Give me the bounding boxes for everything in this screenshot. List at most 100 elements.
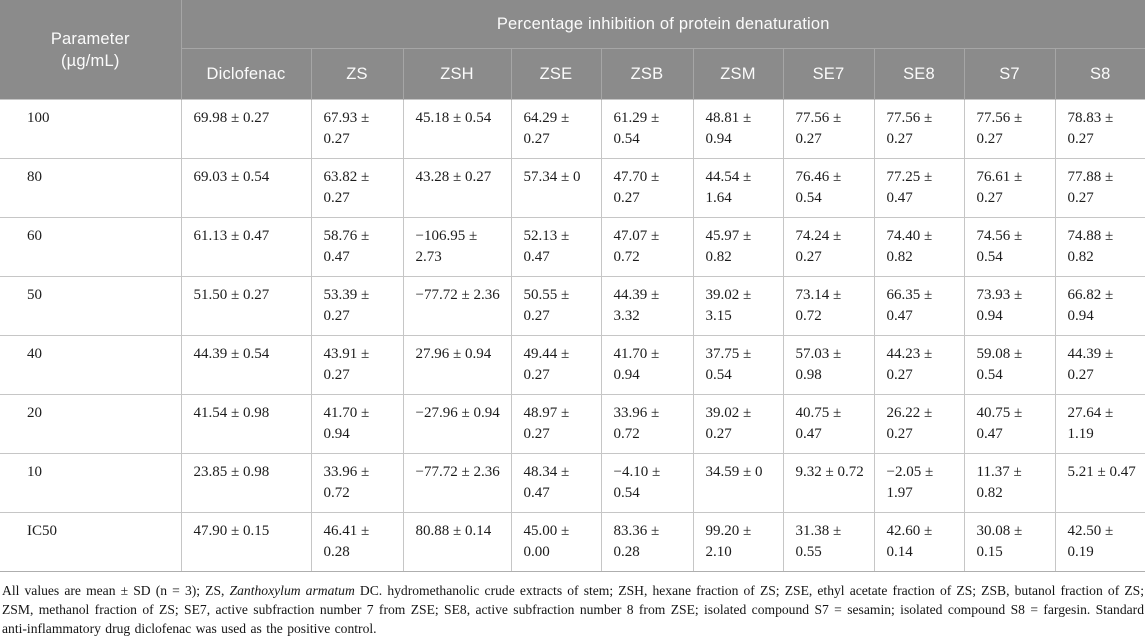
value-cell: −4.10 ± 0.54 (600, 453, 693, 513)
table-row: IC50 47.90 ± 0.15 46.41 ± 0.28 80.88 ± 0.14… (0, 512, 1145, 572)
value-cell: 74.56 ± 0.54 (963, 217, 1055, 277)
value-cell: 41.70 ± 0.94 (600, 335, 693, 395)
table-row: 40 44.39 ± 0.54 43.91 ± 0.27 27.96 ± 0.94 49… (0, 335, 1145, 395)
value-cell: 57.34 ± 0 (510, 158, 601, 218)
value-cell: 83.36 ± 0.28 (600, 512, 693, 572)
value-cell: −2.05 ± 1.97 (873, 453, 964, 513)
value-cell: 44.39 ± 3.32 (600, 276, 693, 336)
column-header-se7: SE7 (782, 48, 874, 100)
value-cell: 42.50 ± 0.19 (1054, 512, 1145, 572)
table-footnote: All values are mean ± SD (n = 3); ZS, Za… (0, 572, 1145, 638)
value-cell: 52.13 ± 0.47 (510, 217, 601, 277)
value-cell: −27.96 ± 0.94 (402, 394, 511, 454)
value-cell: 5.21 ± 0.47 (1054, 453, 1145, 513)
value-cell: 47.70 ± 0.27 (600, 158, 693, 218)
value-cell: 61.29 ± 0.54 (600, 99, 693, 159)
table-row: 60 61.13 ± 0.47 58.76 ± 0.47 −106.95 ± 2.73… (0, 217, 1145, 277)
value-cell: 48.81 ± 0.94 (692, 99, 783, 159)
value-cell: 74.40 ± 0.82 (873, 217, 964, 277)
value-cell: 33.96 ± 0.72 (310, 453, 403, 513)
parameter-header-cell: Parameter (µg/mL) (0, 0, 182, 100)
column-header-diclofenac: Diclofenac (181, 48, 311, 100)
value-cell: 99.20 ± 2.10 (692, 512, 783, 572)
footnote-text-1: All values are mean ± SD (n = 3); ZS, (2, 583, 230, 598)
value-cell: 73.93 ± 0.94 (963, 276, 1055, 336)
row-label: IC50 (0, 512, 181, 572)
value-cell: 77.25 ± 0.47 (873, 158, 964, 218)
value-cell: 27.64 ± 1.19 (1054, 394, 1145, 454)
row-label: 40 (0, 335, 181, 395)
table-row: 80 69.03 ± 0.54 63.82 ± 0.27 43.28 ± 0.27 57… (0, 158, 1145, 218)
value-cell: 77.56 ± 0.27 (873, 99, 964, 159)
value-cell: 50.55 ± 0.27 (510, 276, 601, 336)
value-cell: 74.24 ± 0.27 (782, 217, 874, 277)
column-header-s8: S8 (1054, 48, 1145, 100)
value-cell: 78.83 ± 0.27 (1054, 99, 1145, 159)
value-cell: 30.08 ± 0.15 (963, 512, 1055, 572)
value-cell: 67.93 ± 0.27 (310, 99, 403, 159)
footnote-text-2: DC. hydromethanolic crude extracts of st… (2, 583, 1144, 636)
value-cell: 77.56 ± 0.27 (963, 99, 1055, 159)
value-cell: 43.28 ± 0.27 (402, 158, 511, 218)
value-cell: 48.34 ± 0.47 (510, 453, 601, 513)
value-cell: 40.75 ± 0.47 (782, 394, 874, 454)
value-cell: 64.29 ± 0.27 (510, 99, 601, 159)
value-cell: 77.88 ± 0.27 (1054, 158, 1145, 218)
table-row: 50 51.50 ± 0.27 53.39 ± 0.27 −77.72 ± 2.36 5… (0, 276, 1145, 336)
column-header-se8: SE8 (873, 48, 964, 100)
value-cell: 40.75 ± 0.47 (963, 394, 1055, 454)
value-cell: 41.70 ± 0.94 (310, 394, 403, 454)
parameter-header-line2: (µg/mL) (60, 51, 120, 70)
value-cell: 45.18 ± 0.54 (402, 99, 511, 159)
value-cell: 77.56 ± 0.27 (782, 99, 874, 159)
footnote-species-name: Zanthoxylum armatum (229, 583, 355, 598)
value-cell: 48.97 ± 0.27 (510, 394, 601, 454)
value-cell: 41.54 ± 0.98 (180, 394, 311, 454)
value-cell: 69.98 ± 0.27 (180, 99, 311, 159)
row-label: 50 (0, 276, 181, 336)
header-row-top: Parameter (µg/mL) Percentage inhibition … (0, 0, 1145, 100)
value-cell: −106.95 ± 2.73 (402, 217, 511, 277)
value-cell: 43.91 ± 0.27 (310, 335, 403, 395)
value-cell: 66.35 ± 0.47 (873, 276, 964, 336)
column-header-zsh: ZSH (402, 48, 511, 100)
value-cell: 23.85 ± 0.98 (180, 453, 311, 513)
table-row: 10 23.85 ± 0.98 33.96 ± 0.72 −77.72 ± 2.36 4… (0, 453, 1145, 513)
value-cell: 44.39 ± 0.27 (1054, 335, 1145, 395)
value-cell: 53.39 ± 0.27 (310, 276, 403, 336)
value-cell: 76.61 ± 0.27 (963, 158, 1055, 218)
table-body: 100 69.98 ± 0.27 67.93 ± 0.27 45.18 ± 0.54 6… (0, 99, 1145, 572)
column-header-zsm: ZSM (692, 48, 783, 100)
value-cell: 45.00 ± 0.00 (510, 512, 601, 572)
value-cell: 9.32 ± 0.72 (782, 453, 874, 513)
value-cell: 44.54 ± 1.64 (692, 158, 783, 218)
value-cell: 69.03 ± 0.54 (180, 158, 311, 218)
value-cell: 45.97 ± 0.82 (692, 217, 783, 277)
header-row-sub: Diclofenac ZS ZSH ZSE ZSB ZSM SE7 SE8 S7… (0, 48, 1145, 100)
value-cell: 73.14 ± 0.72 (782, 276, 874, 336)
value-cell: −77.72 ± 2.36 (402, 453, 511, 513)
value-cell: 76.46 ± 0.54 (782, 158, 874, 218)
value-cell: 26.22 ± 0.27 (873, 394, 964, 454)
value-cell: 63.82 ± 0.27 (310, 158, 403, 218)
value-cell: 51.50 ± 0.27 (180, 276, 311, 336)
column-header-zs: ZS (310, 48, 403, 100)
value-cell: 59.08 ± 0.54 (963, 335, 1055, 395)
value-cell: 66.82 ± 0.94 (1054, 276, 1145, 336)
row-label: 80 (0, 158, 181, 218)
span-header-cell: Percentage inhibition of protein denatur… (181, 0, 1145, 49)
table-row: 20 41.54 ± 0.98 41.70 ± 0.94 −27.96 ± 0.94 4… (0, 394, 1145, 454)
value-cell: 46.41 ± 0.28 (310, 512, 403, 572)
value-cell: 47.90 ± 0.15 (180, 512, 311, 572)
value-cell: 37.75 ± 0.54 (692, 335, 783, 395)
value-cell: −77.72 ± 2.36 (402, 276, 511, 336)
value-cell: 74.88 ± 0.82 (1054, 217, 1145, 277)
value-cell: 39.02 ± 0.27 (692, 394, 783, 454)
value-cell: 33.96 ± 0.72 (600, 394, 693, 454)
table-header: Parameter (µg/mL) Percentage inhibition … (0, 0, 1145, 100)
table-row: 100 69.98 ± 0.27 67.93 ± 0.27 45.18 ± 0.54 6… (0, 99, 1145, 159)
value-cell: 31.38 ± 0.55 (782, 512, 874, 572)
row-label: 60 (0, 217, 181, 277)
value-cell: 42.60 ± 0.14 (873, 512, 964, 572)
column-header-s7: S7 (963, 48, 1055, 100)
